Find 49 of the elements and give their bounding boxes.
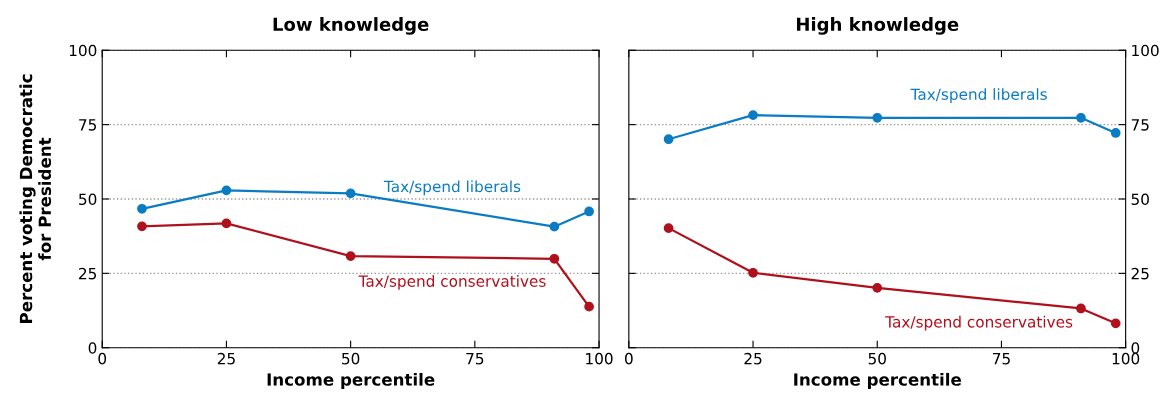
point: [663, 223, 674, 234]
point: [345, 251, 356, 261]
x-tick-label: 50: [342, 352, 360, 365]
chart-title: High knowledge: [796, 17, 959, 35]
x-tick-label: 25: [217, 352, 235, 365]
y-tick-label: 25: [79, 267, 97, 280]
x-tick-label: 75: [992, 353, 1010, 365]
point: [872, 112, 883, 123]
y-tick-label: 50: [1131, 193, 1149, 206]
point: [748, 110, 758, 120]
y-tick-label: 100: [69, 44, 97, 57]
series-label: Tax/spend liberals: [910, 88, 1047, 103]
point: [584, 301, 594, 312]
series-label: Tax/spend conservatives: [358, 275, 546, 290]
point: [1076, 303, 1086, 314]
x-tick-label: 75: [466, 353, 484, 365]
point: [137, 221, 147, 232]
x-axis-title: Income percentile: [267, 372, 435, 390]
y-tick-label: 75: [79, 119, 97, 131]
y-tick-label: 75: [1131, 119, 1149, 131]
x-tick-label: 50: [868, 352, 886, 365]
point: [345, 188, 356, 199]
series-label: Tax/spend liberals: [383, 180, 521, 196]
x-tick-label: 0: [98, 352, 107, 365]
y-tick-label: 0: [88, 342, 97, 354]
point: [748, 267, 758, 278]
y-tick-label: 0: [1131, 342, 1140, 354]
x-axis-title: Income percentile: [794, 372, 961, 390]
point: [549, 253, 560, 264]
point: [663, 134, 674, 145]
point: [872, 283, 883, 293]
point: [1076, 112, 1086, 123]
chart-title: Low knowledge: [273, 17, 429, 35]
y-tick-label: 50: [79, 193, 97, 206]
x-tick-label: 0: [624, 352, 633, 365]
point: [584, 206, 594, 217]
point: [1110, 128, 1121, 138]
y-tick-label: 25: [1131, 267, 1149, 280]
point: [1110, 318, 1121, 329]
point: [549, 221, 560, 232]
point: [137, 203, 147, 214]
series-label: Tax/spend conservatives: [885, 315, 1073, 331]
x-tick-label: 100: [1112, 352, 1140, 365]
y-axis-title: Percent voting Democratic for President: [19, 74, 52, 323]
x-tick-label: 25: [744, 352, 762, 365]
x-tick-label: 100: [586, 352, 613, 365]
point: [221, 185, 232, 196]
y-tick-label: 100: [1132, 44, 1159, 57]
point: [221, 218, 232, 229]
